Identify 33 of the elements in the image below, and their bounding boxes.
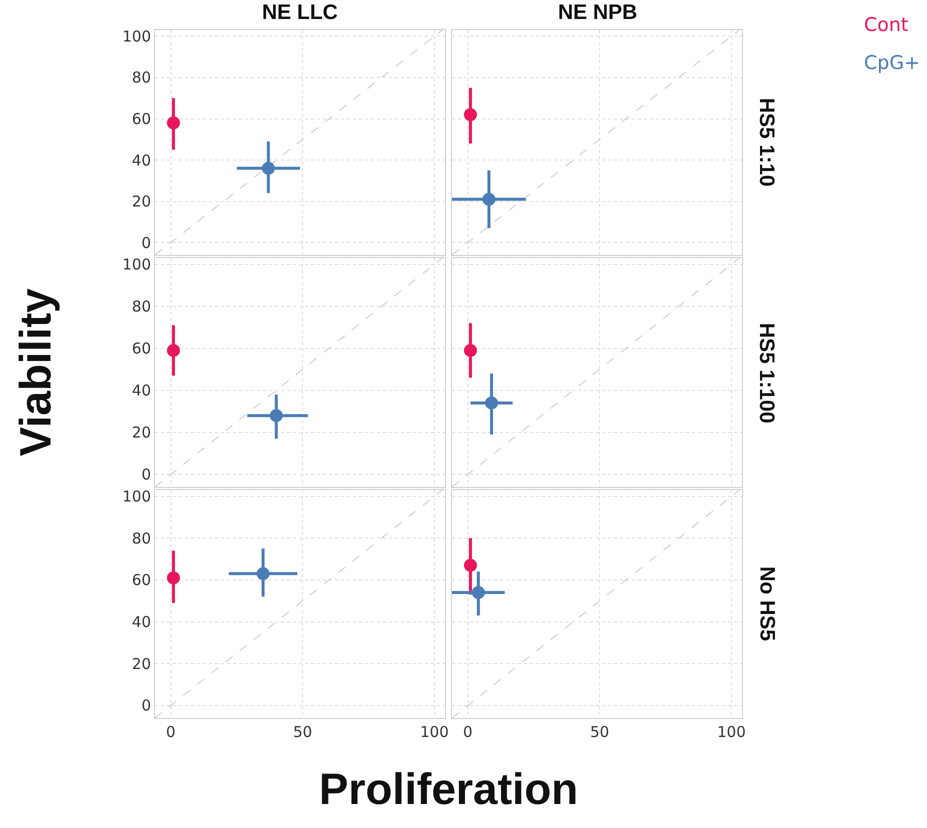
chart-title: NE NPB bbox=[558, 1, 638, 24]
x-tick-label: 0 bbox=[166, 723, 176, 741]
text: HS5 1:100 bbox=[755, 322, 778, 424]
y-tick-label: 80 bbox=[132, 298, 151, 316]
y-tick-label: 40 bbox=[132, 613, 151, 632]
y-tick-label: 40 bbox=[132, 382, 151, 400]
text: CpG+ bbox=[864, 52, 920, 74]
y-tick-label: 40 bbox=[132, 151, 151, 170]
text: No HS5 bbox=[756, 566, 779, 642]
x-tick-label: 50 bbox=[293, 723, 312, 741]
y-tick-label: 100 bbox=[122, 488, 151, 506]
y-tick-label: 100 bbox=[122, 256, 151, 274]
text: Cont bbox=[864, 14, 908, 36]
y-tick-label: 0 bbox=[141, 466, 151, 484]
x-tick-label: 100 bbox=[420, 723, 449, 741]
y-tick-label: 0 bbox=[141, 696, 151, 715]
chart-title: NE LLC bbox=[262, 1, 338, 24]
text: HS5 1:10 bbox=[755, 98, 778, 187]
y-axis-title: Viability bbox=[11, 288, 60, 456]
x-axis-title: Proliferation bbox=[319, 765, 578, 814]
y-tick-label: 80 bbox=[132, 68, 151, 87]
y-tick-label: 0 bbox=[141, 234, 151, 252]
y-tick-label: 60 bbox=[132, 110, 151, 128]
x-tick-label: 50 bbox=[590, 723, 610, 741]
y-tick-label: 80 bbox=[132, 529, 151, 548]
y-tick-label: 20 bbox=[132, 424, 151, 442]
y-tick-label: 20 bbox=[132, 654, 151, 673]
y-tick-label: 100 bbox=[122, 27, 151, 46]
y-tick-label: 60 bbox=[132, 340, 151, 358]
x-tick-label: 0 bbox=[463, 723, 473, 741]
x-tick-label: 100 bbox=[717, 723, 746, 741]
y-tick-label: 20 bbox=[132, 192, 151, 211]
y-tick-label: 60 bbox=[132, 571, 151, 590]
